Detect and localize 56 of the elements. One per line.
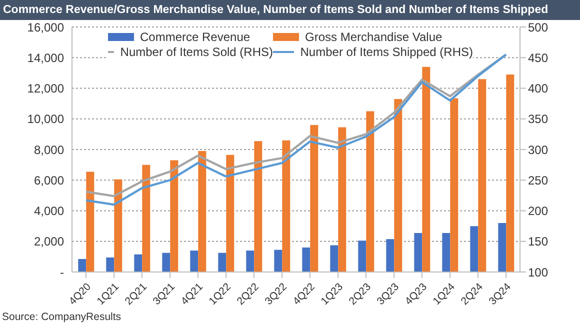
bar [170,160,178,272]
bar [414,232,422,272]
y-tick-label: 16,000 [27,20,64,34]
y-tick-label: 10,000 [27,112,64,126]
y2-tick-label: 350 [528,112,548,126]
y-tick-label: 8,000 [34,142,64,157]
bar [162,252,170,272]
bar [78,258,86,272]
y-tick-label: - [60,265,64,280]
legend-label: Gross Merchandise Value [305,30,442,44]
bar [358,240,366,272]
bar [478,79,486,272]
bar [422,66,430,272]
bar [450,98,458,272]
bar [302,248,310,272]
bar [498,223,506,272]
y2-tick-label: 450 [528,50,548,65]
bar [442,232,450,272]
bar [142,164,150,272]
bar [106,257,114,272]
bar [394,98,402,272]
y-tick-label: 12,000 [27,82,64,96]
bar [338,127,346,272]
bar [330,245,338,272]
bar [114,179,122,272]
bar [86,172,94,272]
y2-tick-label: 150 [528,234,548,249]
y-tick-label: 2,000 [34,234,64,249]
y-tick-label: 14,000 [27,50,64,65]
bar [386,239,394,272]
chart-title: Commerce Revenue/Gross Merchandise Value, Number of Items Sold and Number of Items Shipped [0,0,580,20]
bar [282,140,290,272]
bar [218,252,226,272]
bar [198,151,206,272]
y2-tick-label: 250 [528,173,548,188]
bar [254,141,262,272]
y-tick-label: 6,000 [34,173,64,188]
y2-tick-label: 500 [528,20,548,34]
y2-tick-label: 100 [528,265,548,280]
y-tick-label: 4,000 [34,204,64,218]
legend-label: Number of Items Sold (RHS) [120,45,273,59]
bar [246,250,254,272]
legend-label: Number of Items Shipped (RHS) [300,45,473,59]
bar [366,111,374,272]
y2-tick-label: 200 [528,204,548,218]
y2-tick-label: 300 [528,142,548,157]
bar [506,74,514,272]
bar [274,250,282,272]
bar [470,226,478,272]
legend-label: Commerce Revenue [140,30,250,44]
bar [310,125,318,272]
bar [134,254,142,272]
y2-tick-label: 400 [528,82,548,96]
bar [190,250,198,272]
source-note: Source: CompanyResults [2,311,122,323]
bar [226,154,234,272]
